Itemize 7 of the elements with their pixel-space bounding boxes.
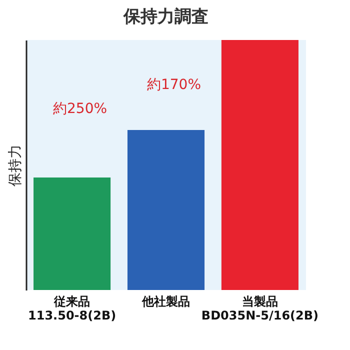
- chart-title: 保持力調査: [122, 7, 208, 27]
- x-tick-label: 他社製品: [141, 294, 190, 308]
- annotation: 約170%: [146, 77, 202, 93]
- x-tick-label: 従来品 113.50-8(2B): [28, 294, 116, 322]
- x-tick-label: 当製品 BD035N-5/16(2B): [201, 294, 318, 322]
- y-axis-title: 保持力: [8, 144, 24, 186]
- annotation: 約250%: [53, 100, 108, 117]
